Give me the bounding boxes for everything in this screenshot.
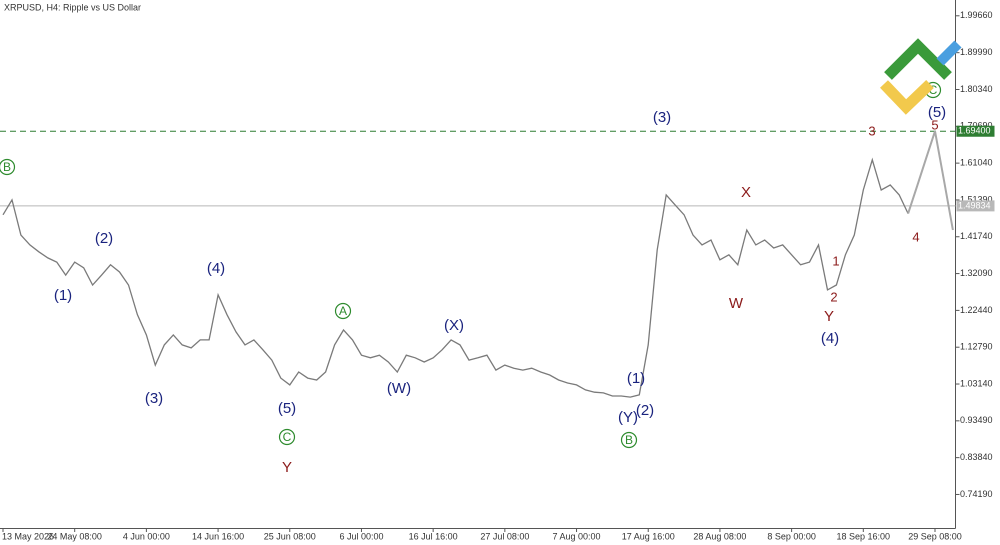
y-tick-label: 0.83840: [960, 452, 993, 462]
x-tick-label: 13 May 2026: [2, 531, 54, 541]
wave-circle: [278, 428, 296, 446]
wave-label: (2): [636, 402, 654, 419]
price-line: [2, 157, 909, 398]
y-tick-label: 1.99660: [960, 10, 993, 20]
y-tick-label: 1.80340: [960, 84, 993, 94]
level-label-box: [956, 200, 995, 212]
wave-label: C: [283, 430, 292, 444]
y-tick-label: 1.61040: [960, 158, 993, 168]
x-tick-label: 16 Jul 16:00: [409, 531, 458, 541]
x-tick-label: 7 Aug 00:00: [553, 531, 601, 541]
wave-label: (4): [821, 330, 839, 347]
wave-label: (5): [928, 104, 946, 121]
wave-label: (1): [627, 370, 645, 387]
wave-label: 3: [868, 123, 875, 138]
wave-label: (4): [207, 260, 225, 277]
wave-label: B: [625, 433, 633, 447]
wave-label: 2: [830, 289, 837, 304]
wave-label: (5): [278, 400, 296, 417]
level-label: 1.49834: [958, 200, 991, 210]
wave-label: (3): [653, 109, 671, 126]
y-tick-label: 1.22440: [960, 305, 993, 315]
wave-label: C: [929, 83, 938, 97]
x-tick-label: 17 Aug 16:00: [622, 531, 675, 541]
y-tick-label: 1.51390: [960, 194, 993, 204]
plot-area: 0.74190 0.83840 0.93490 1.03140 1.12790 1.224…: [0, 10, 995, 541]
wave-label: Y: [824, 308, 834, 325]
level-label: 1.69400: [958, 126, 991, 136]
wave-label: (X): [444, 317, 464, 334]
wave-label: (Y): [618, 409, 638, 426]
wave-circle: [334, 302, 352, 320]
wave-circle: [0, 158, 16, 176]
x-tick-label: 14 Jun 16:00: [192, 531, 244, 541]
wave-label: (W): [387, 380, 411, 397]
logo-yellow: [880, 80, 934, 115]
x-tick-label: 29 Sep 08:00: [908, 531, 962, 541]
wave-label: X: [741, 184, 751, 201]
y-tick-label: 0.93490: [960, 415, 993, 425]
wave-label: B: [3, 160, 11, 174]
y-tick-label: 1.70690: [960, 121, 993, 131]
x-tick-label: 28 Aug 08:00: [693, 531, 746, 541]
wave-label: 1: [832, 253, 839, 268]
y-tick-label: 0.74190: [960, 489, 993, 499]
y-tick-label: 1.89990: [960, 47, 993, 57]
logo-green: [884, 38, 952, 80]
wave-label: 4: [912, 229, 919, 244]
logo-blue: [936, 40, 962, 66]
x-tick-label: 6 Jul 00:00: [339, 531, 383, 541]
x-tick-label: 25 Jun 08:00: [264, 531, 316, 541]
x-tick-label: 24 May 08:00: [47, 531, 102, 541]
y-tick-label: 1.32090: [960, 268, 993, 278]
wave-label: A: [339, 304, 347, 318]
logo: [880, 38, 962, 115]
wave-label: W: [729, 295, 744, 312]
wave-label: Y: [282, 459, 292, 476]
x-tick-label: 8 Sep 00:00: [767, 531, 816, 541]
wave-label: (3): [145, 390, 163, 407]
wave-label: (1): [54, 287, 72, 304]
wave-circle: [620, 431, 638, 449]
y-tick-label: 1.03140: [960, 378, 993, 388]
x-tick-label: 27 Jul 08:00: [480, 531, 529, 541]
y-tick-label: 1.12790: [960, 342, 993, 352]
wave-label: (2): [95, 230, 113, 247]
x-tick-label: 18 Sep 16:00: [837, 531, 891, 541]
level-label-box: [956, 125, 995, 137]
x-tick-label: 4 Jun 00:00: [123, 531, 170, 541]
wave-label: 5: [931, 117, 938, 132]
chart-title: XRPUSD, H4: Ripple vs US Dollar: [4, 2, 141, 12]
y-tick-label: 1.41740: [960, 231, 993, 241]
price-line: [907, 130, 954, 231]
